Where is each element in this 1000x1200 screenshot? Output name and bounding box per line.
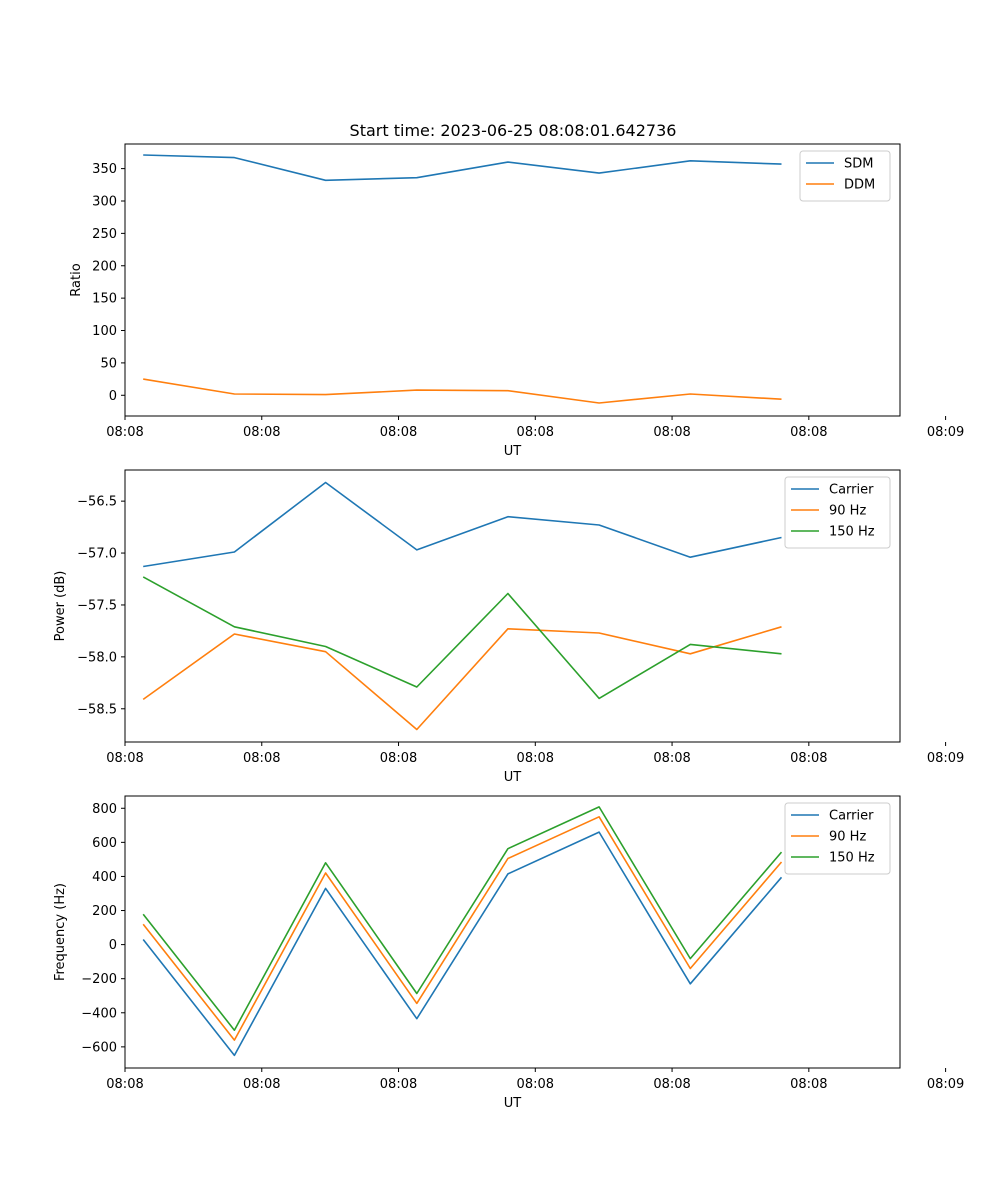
y-tick-label: 200: [92, 904, 117, 919]
y-tick-label: −200: [81, 972, 117, 987]
x-tick-label: 08:08: [106, 1077, 143, 1092]
x-tick-label: 08:08: [106, 425, 143, 440]
legend-label: Carrier: [829, 809, 874, 824]
axes-frame: [124, 469, 901, 743]
y-tick-label: −58.5: [77, 702, 117, 717]
axes-frame: [124, 143, 901, 417]
x-tick-label: 08:08: [790, 751, 827, 766]
x-axis-label: UT: [504, 1096, 522, 1111]
legend: Carrier 90 Hz 150 Hz: [784, 476, 891, 549]
y-tick-label: 0: [109, 389, 117, 404]
x-tick-label: 08:08: [517, 425, 554, 440]
x-tick-label: 08:08: [243, 425, 280, 440]
legend-label: 150 Hz: [829, 851, 875, 866]
y-axis-label: Ratio: [69, 263, 84, 296]
legend-label: DDM: [844, 178, 875, 193]
y-tick-label: −600: [81, 1040, 117, 1055]
figure-title: Start time: 2023-06-25 08:08:01.642736: [350, 121, 677, 140]
x-axis-label: UT: [504, 770, 522, 785]
legend-label: Carrier: [829, 483, 874, 498]
series-line-90-hz: [142, 815, 783, 1041]
x-tick-label: 08:08: [380, 751, 417, 766]
x-tick-label: 08:09: [927, 1077, 964, 1092]
y-tick-label: 0: [109, 938, 117, 953]
x-tick-label: 08:08: [653, 1077, 690, 1092]
y-tick-label: −57.0: [77, 547, 117, 562]
legend: Carrier 90 Hz 150 Hz: [784, 802, 891, 875]
series-line-sdm: [143, 154, 782, 182]
y-tick-label: −58.0: [77, 650, 117, 665]
x-tick-label: 08:08: [243, 1077, 280, 1092]
x-tick-label: 08:08: [517, 1077, 554, 1092]
axes-frame: [124, 795, 901, 1069]
x-tick-label: 08:08: [653, 751, 690, 766]
y-tick-label: −400: [81, 1006, 117, 1021]
y-tick-label: 200: [92, 259, 117, 274]
y-axis-label: Frequency (Hz): [53, 883, 68, 981]
series-line-carrier: [143, 481, 782, 568]
x-tick-label: 08:08: [790, 425, 827, 440]
y-tick-label: 250: [92, 227, 117, 242]
x-tick-label: 08:09: [927, 751, 964, 766]
y-tick-label: 400: [92, 870, 117, 885]
x-tick-label: 08:09: [927, 425, 964, 440]
x-axis-label: UT: [504, 444, 522, 459]
y-tick-label: 150: [92, 292, 117, 307]
series-line-carrier: [142, 831, 783, 1057]
chart-panel-1: 08:08 08:08 08:08 08:08 08:08 08:08 08:09 0 50 10…: [69, 143, 964, 459]
y-axis-label: Power (dB): [53, 571, 68, 642]
y-tick-label: 50: [100, 356, 117, 371]
legend-label: SDM: [844, 157, 873, 172]
x-tick-label: 08:08: [517, 751, 554, 766]
x-tick-label: 08:08: [380, 1077, 417, 1092]
y-tick-label: −56.5: [77, 495, 117, 510]
y-tick-label: −57.5: [77, 598, 117, 613]
legend-label: 90 Hz: [829, 504, 866, 519]
x-tick-label: 08:08: [790, 1077, 827, 1092]
x-tick-label: 08:08: [243, 751, 280, 766]
series-line-150-hz: [142, 806, 783, 1031]
y-tick-label: 300: [92, 194, 117, 209]
x-tick-label: 08:08: [653, 425, 690, 440]
legend: SDM DDM: [799, 150, 891, 202]
y-tick-label: 350: [92, 162, 117, 177]
series-line-90-hz: [142, 626, 782, 731]
x-tick-label: 08:08: [106, 751, 143, 766]
legend-label: 90 Hz: [829, 830, 866, 845]
series-line-150-hz: [142, 576, 782, 700]
legend-label: 150 Hz: [829, 525, 875, 540]
chart-panel-3: 08:08 08:08 08:08 08:08 08:08 08:08 08:09 −600 −…: [53, 795, 964, 1111]
chart-panel-2: 08:08 08:08 08:08 08:08 08:08 08:08 08:09 −58.5…: [53, 469, 964, 785]
series-line-ddm: [143, 378, 782, 404]
y-tick-label: 100: [92, 324, 117, 339]
y-tick-label: 800: [92, 802, 117, 817]
y-tick-label: 600: [92, 836, 117, 851]
x-tick-label: 08:08: [380, 425, 417, 440]
